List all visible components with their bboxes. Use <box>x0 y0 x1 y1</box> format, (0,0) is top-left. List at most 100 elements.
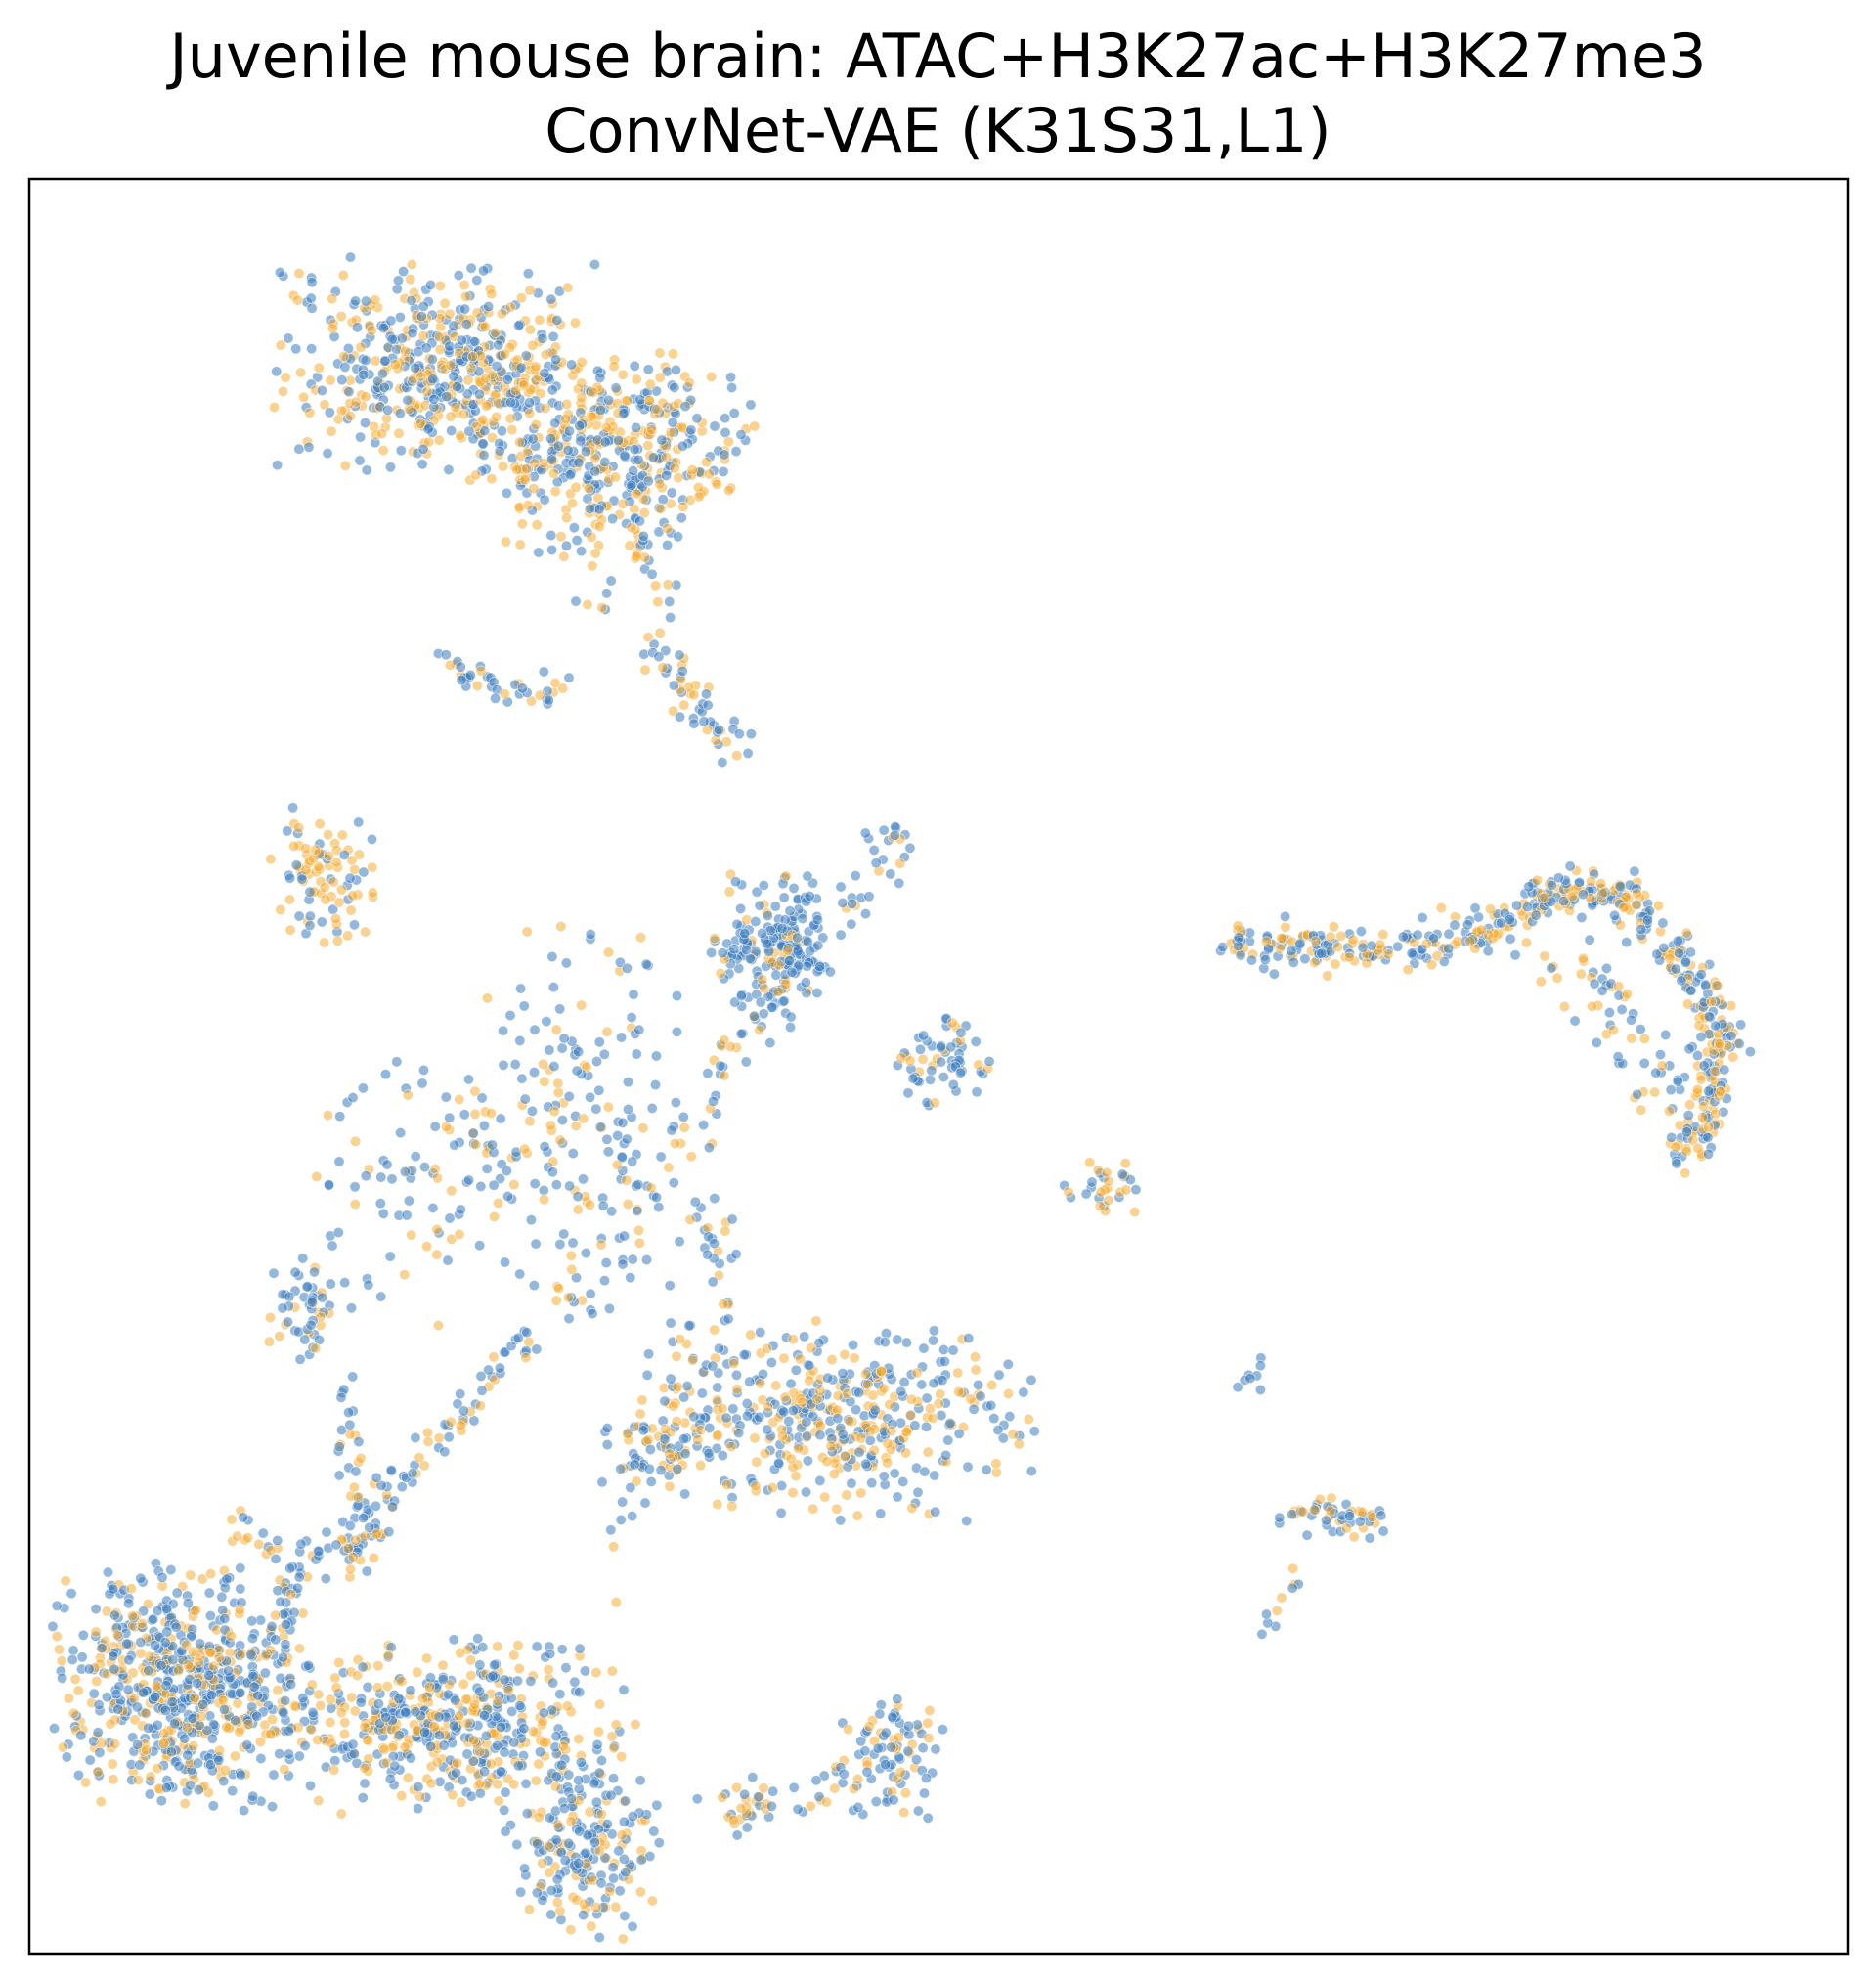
scatter-point-4367 <box>1674 948 1683 958</box>
scatter-point-4583 <box>1288 957 1298 967</box>
scatter-point-505 <box>531 362 541 372</box>
scatter-point-3521 <box>489 1211 499 1221</box>
scatter-point-4560 <box>1685 986 1695 995</box>
scatter-point-2123 <box>235 1727 244 1737</box>
scatter-point-3924 <box>371 1501 380 1511</box>
scatter-point-3093 <box>534 1759 544 1769</box>
scatter-point-3159 <box>876 1700 886 1710</box>
scatter-point-2844 <box>494 1796 503 1806</box>
scatter-point-4637 <box>1627 1034 1636 1043</box>
scatter-point-2384 <box>235 1606 244 1615</box>
scatter-point-1261 <box>908 1074 918 1083</box>
scatter-point-1296 <box>1064 1187 1073 1197</box>
scatter-point-3963 <box>223 1666 233 1676</box>
scatter-point-2639 <box>535 1747 545 1757</box>
scatter-point-1015 <box>349 920 359 930</box>
scatter-point-2312 <box>137 1618 147 1628</box>
scatter-point-752 <box>481 401 491 411</box>
scatter-point-896 <box>657 435 667 445</box>
scatter-point-2453 <box>109 1775 118 1784</box>
scatter-point-4579 <box>1619 902 1629 912</box>
scatter-point-1200 <box>718 948 727 958</box>
scatter-point-262 <box>404 404 414 414</box>
scatter-point-3361 <box>635 933 645 943</box>
scatter-point-20 <box>407 259 416 269</box>
scatter-point-4593 <box>1698 1101 1708 1111</box>
scatter-point-1666 <box>986 1400 996 1410</box>
scatter-point-3820 <box>476 1371 486 1381</box>
scatter-point-402 <box>487 289 497 299</box>
scatter-point-4482 <box>1726 1031 1736 1040</box>
scatter-point-3404 <box>559 1229 569 1239</box>
scatter-point-2443 <box>97 1643 107 1652</box>
scatter-point-1361 <box>900 1448 910 1458</box>
scatter-point-245 <box>294 268 304 278</box>
scatter-point-3155 <box>903 1746 913 1756</box>
scatter-point-4686 <box>811 1776 821 1785</box>
scatter-point-371 <box>394 428 404 438</box>
scatter-point-4596 <box>1672 1159 1681 1168</box>
scatter-point-930 <box>607 514 617 524</box>
scatter-point-1207 <box>741 945 751 954</box>
scatter-point-293 <box>360 418 370 427</box>
scatter-point-2852 <box>519 1724 529 1734</box>
scatter-point-4468 <box>1711 1109 1721 1119</box>
scatter-point-3405 <box>551 1025 561 1034</box>
scatter-point-508 <box>457 335 466 345</box>
scatter-point-2858 <box>474 1687 484 1696</box>
scatter-point-1596 <box>842 1490 851 1500</box>
scatter-point-1502 <box>856 1488 866 1498</box>
scatter-point-3794 <box>524 1337 534 1346</box>
scatter-point-3961 <box>270 1610 280 1620</box>
scatter-point-2394 <box>243 1719 253 1729</box>
scatter-point-985 <box>291 860 301 870</box>
scatter-point-1245 <box>946 1042 956 1052</box>
scatter-point-4517 <box>1275 944 1285 953</box>
scatter-point-301 <box>505 302 515 312</box>
scatter-point-3388 <box>540 1077 549 1086</box>
scatter-point-3048 <box>608 1873 618 1883</box>
scatter-point-2251 <box>106 1719 115 1729</box>
scatter-point-2733 <box>397 1791 407 1801</box>
scatter-point-2343 <box>48 1621 58 1631</box>
scatter-point-3528 <box>400 1270 410 1280</box>
scatter-point-3580 <box>535 690 545 700</box>
scatter-point-2948 <box>628 1921 637 1931</box>
scatter-point-3432 <box>585 1200 594 1210</box>
scatter-point-1685 <box>893 1492 902 1502</box>
scatter-point-2874 <box>358 1793 368 1803</box>
scatter-point-3579 <box>500 689 509 699</box>
scatter-point-3997 <box>326 1694 335 1704</box>
scatter-point-3617 <box>675 712 684 722</box>
scatter-point-3084 <box>534 1812 544 1822</box>
scatter-point-3015 <box>546 1910 556 1919</box>
scatter-point-4428 <box>1246 955 1256 965</box>
scatter-point-746 <box>550 486 560 496</box>
scatter-point-3953 <box>248 1671 258 1681</box>
scatter-point-450 <box>367 326 376 335</box>
scatter-point-2703 <box>339 1729 349 1738</box>
scatter-point-1680 <box>929 1326 938 1336</box>
scatter-point-3217 <box>718 1792 727 1802</box>
scatter-point-1290 <box>1081 1189 1091 1199</box>
scatter-point-4493 <box>1326 932 1335 942</box>
scatter-point-2894 <box>305 1781 315 1790</box>
scatter-point-3085 <box>537 1858 546 1868</box>
scatter-point-3660 <box>869 845 879 855</box>
scatter-point-3509 <box>470 1109 480 1119</box>
scatter-point-1900 <box>70 1674 80 1684</box>
scatter-point-483 <box>500 349 509 359</box>
scatter-point-838 <box>505 397 515 407</box>
scatter-point-1025 <box>317 917 327 927</box>
scatter-point-4580 <box>1703 1149 1713 1159</box>
scatter-point-1010 <box>323 829 332 839</box>
scatter-point-4445 <box>1281 922 1290 932</box>
scatter-point-783 <box>667 488 676 498</box>
scatter-point-2417 <box>161 1681 171 1691</box>
scatter-point-1286 <box>1087 1177 1097 1187</box>
scatter-point-1265 <box>905 1056 915 1066</box>
scatter-point-3726 <box>756 997 765 1007</box>
scatter-point-1221 <box>971 1036 981 1046</box>
scatter-point-2285 <box>103 1567 112 1577</box>
scatter-point-2347 <box>141 1745 151 1755</box>
